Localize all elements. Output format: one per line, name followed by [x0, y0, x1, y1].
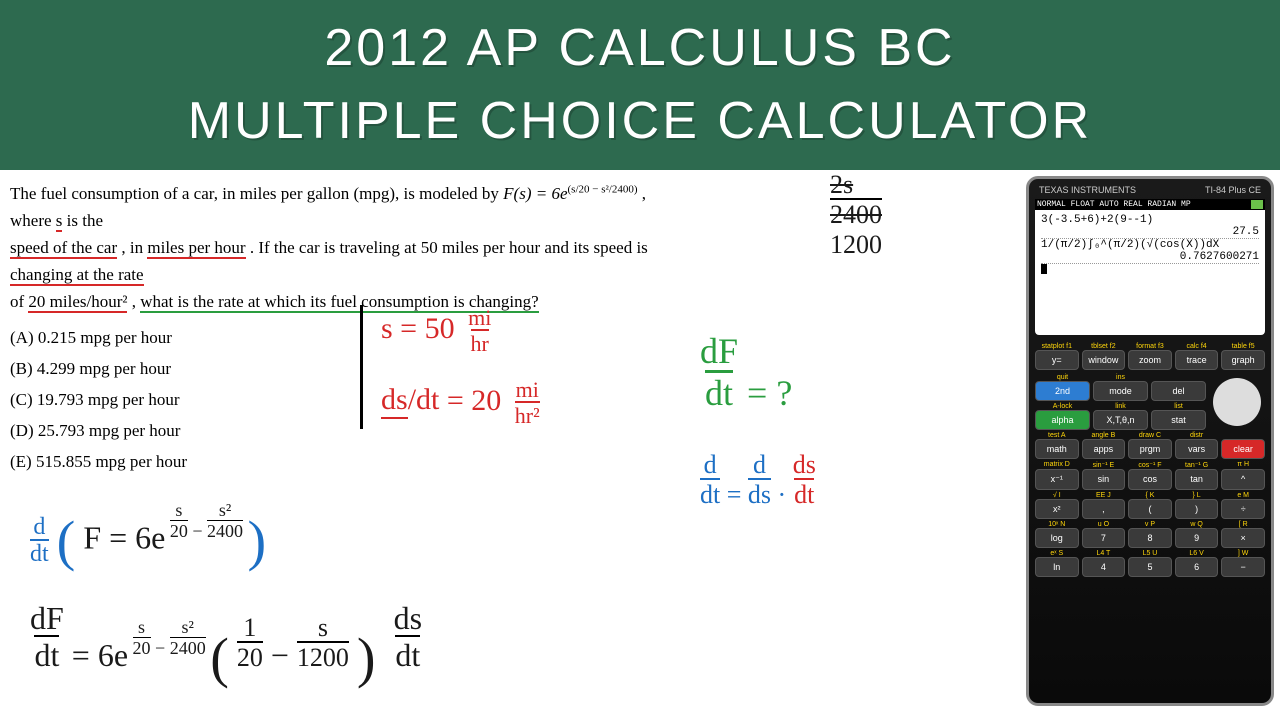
- var-s: s: [56, 211, 63, 232]
- l2d: . If the car is traveling at 50 miles pe…: [250, 238, 648, 257]
- l2a: speed of the car: [10, 238, 117, 259]
- calc-screen: NORMAL FLOAT AUTO REAL RADIAN MP 3(-3.5+…: [1035, 199, 1265, 335]
- key-clear[interactable]: clear: [1221, 439, 1265, 459]
- key-lparen[interactable]: (: [1128, 499, 1172, 519]
- key-apps[interactable]: apps: [1082, 439, 1126, 459]
- key-rparen[interactable]: ): [1175, 499, 1219, 519]
- key-9[interactable]: 9: [1175, 528, 1219, 548]
- key-prgm[interactable]: prgm: [1128, 439, 1172, 459]
- calc-status: NORMAL FLOAT AUTO REAL RADIAN MP: [1037, 200, 1191, 209]
- choice-c: (C) 19.793 mpg per hour: [10, 386, 650, 413]
- content-area: The fuel consumption of a car, in miles …: [0, 170, 1280, 710]
- work-equation-1: ddt ( F = 6e s20 − s²2400 ): [30, 500, 266, 573]
- key-pow[interactable]: ^: [1221, 469, 1265, 490]
- calc-ans-2: 0.7627600271: [1041, 251, 1259, 264]
- l2c: miles per hour: [147, 238, 245, 259]
- key-stat[interactable]: stat: [1151, 410, 1206, 430]
- problem-text: The fuel consumption of a car, in miles …: [10, 180, 650, 480]
- l3a: of: [10, 292, 28, 311]
- cursor-icon: [1041, 264, 1047, 274]
- calc-line-1: 3(-3.5+6)+2(9--1): [1041, 214, 1259, 226]
- l2e: changing at the rate: [10, 265, 144, 286]
- key-y[interactable]: y=: [1035, 350, 1079, 370]
- work-simplify: 2s2400 1200: [830, 170, 882, 260]
- formula-exp: (s/20 − s²/2400): [568, 183, 638, 195]
- battery-icon: [1251, 200, 1263, 209]
- key-zoom[interactable]: zoom: [1128, 350, 1172, 370]
- key-sub[interactable]: −: [1221, 557, 1265, 577]
- key-inv[interactable]: x⁻¹: [1035, 469, 1079, 490]
- key-cos[interactable]: cos: [1128, 469, 1172, 490]
- l3b: 20 miles/hour²: [28, 292, 127, 313]
- key-del[interactable]: del: [1151, 381, 1206, 401]
- work-given: s = 50 mihr ds/dt = 20 mihr²: [360, 305, 540, 429]
- calc-ans-1: 27.5: [1041, 226, 1259, 239]
- title-line-2: MULTIPLE CHOICE CALCULATOR: [0, 85, 1280, 158]
- choice-d: (D) 25.793 mpg per hour: [10, 417, 650, 444]
- calc-line-2: 1/(π/2)∫₀^(π/2)(√(cos(X))dX: [1041, 239, 1259, 251]
- key-ln[interactable]: ln: [1035, 557, 1079, 577]
- key-alpha[interactable]: alpha: [1035, 410, 1090, 430]
- key-math[interactable]: math: [1035, 439, 1079, 459]
- key-comma[interactable]: ,: [1082, 499, 1126, 519]
- key-sin[interactable]: sin: [1082, 469, 1126, 490]
- key-sq[interactable]: x²: [1035, 499, 1079, 519]
- calc-model: TI-84 Plus CE: [1205, 185, 1261, 195]
- key-log[interactable]: log: [1035, 528, 1079, 548]
- key-8[interactable]: 8: [1128, 528, 1172, 548]
- title-banner: 2012 AP CALCULUS BC MULTIPLE CHOICE CALC…: [0, 0, 1280, 170]
- calculator: TEXAS INSTRUMENTS TI-84 Plus CE NORMAL F…: [1026, 176, 1274, 706]
- key-x[interactable]: X,T,θ,n: [1093, 410, 1148, 430]
- work-chain-rule: ddt = dds · dsdt: [700, 450, 816, 510]
- key-div[interactable]: ÷: [1221, 499, 1265, 519]
- choice-b: (B) 4.299 mpg per hour: [10, 355, 650, 382]
- choice-a: (A) 0.215 mpg per hour: [10, 324, 650, 351]
- key-trace[interactable]: trace: [1175, 350, 1219, 370]
- answer-choices: (A) 0.215 mpg per hour (B) 4.299 mpg per…: [10, 324, 650, 476]
- key-window[interactable]: window: [1082, 350, 1126, 370]
- l2b: , in: [121, 238, 147, 257]
- t3: is the: [67, 211, 103, 230]
- work-final: dFdt = 6e s20 − s²2400 ( 120 − s1200 ) d…: [30, 600, 422, 691]
- key-2nd[interactable]: 2nd: [1035, 381, 1090, 401]
- calc-keys: statplot f1tblset f2format f3calc f4tabl…: [1035, 343, 1265, 577]
- key-vars[interactable]: vars: [1175, 439, 1219, 459]
- key-4[interactable]: 4: [1082, 557, 1126, 577]
- key-graph[interactable]: graph: [1221, 350, 1265, 370]
- key-7[interactable]: 7: [1082, 528, 1126, 548]
- calc-brand: TEXAS INSTRUMENTS: [1039, 185, 1136, 195]
- key-5[interactable]: 5: [1128, 557, 1172, 577]
- key-tan[interactable]: tan: [1175, 469, 1219, 490]
- problem-intro: The fuel consumption of a car, in miles …: [10, 184, 503, 203]
- key-6[interactable]: 6: [1175, 557, 1219, 577]
- l3c: ,: [132, 292, 141, 311]
- formula-base: F(s) = 6e: [503, 184, 567, 203]
- key-mode[interactable]: mode: [1093, 381, 1148, 401]
- choice-e: (E) 515.855 mpg per hour: [10, 448, 650, 475]
- key-mul[interactable]: ×: [1221, 528, 1265, 548]
- work-question: dFdt = ?: [700, 330, 792, 414]
- calc-header: TEXAS INSTRUMENTS TI-84 Plus CE: [1035, 185, 1265, 199]
- dpad[interactable]: [1209, 374, 1265, 430]
- title-line-1: 2012 AP CALCULUS BC: [0, 12, 1280, 85]
